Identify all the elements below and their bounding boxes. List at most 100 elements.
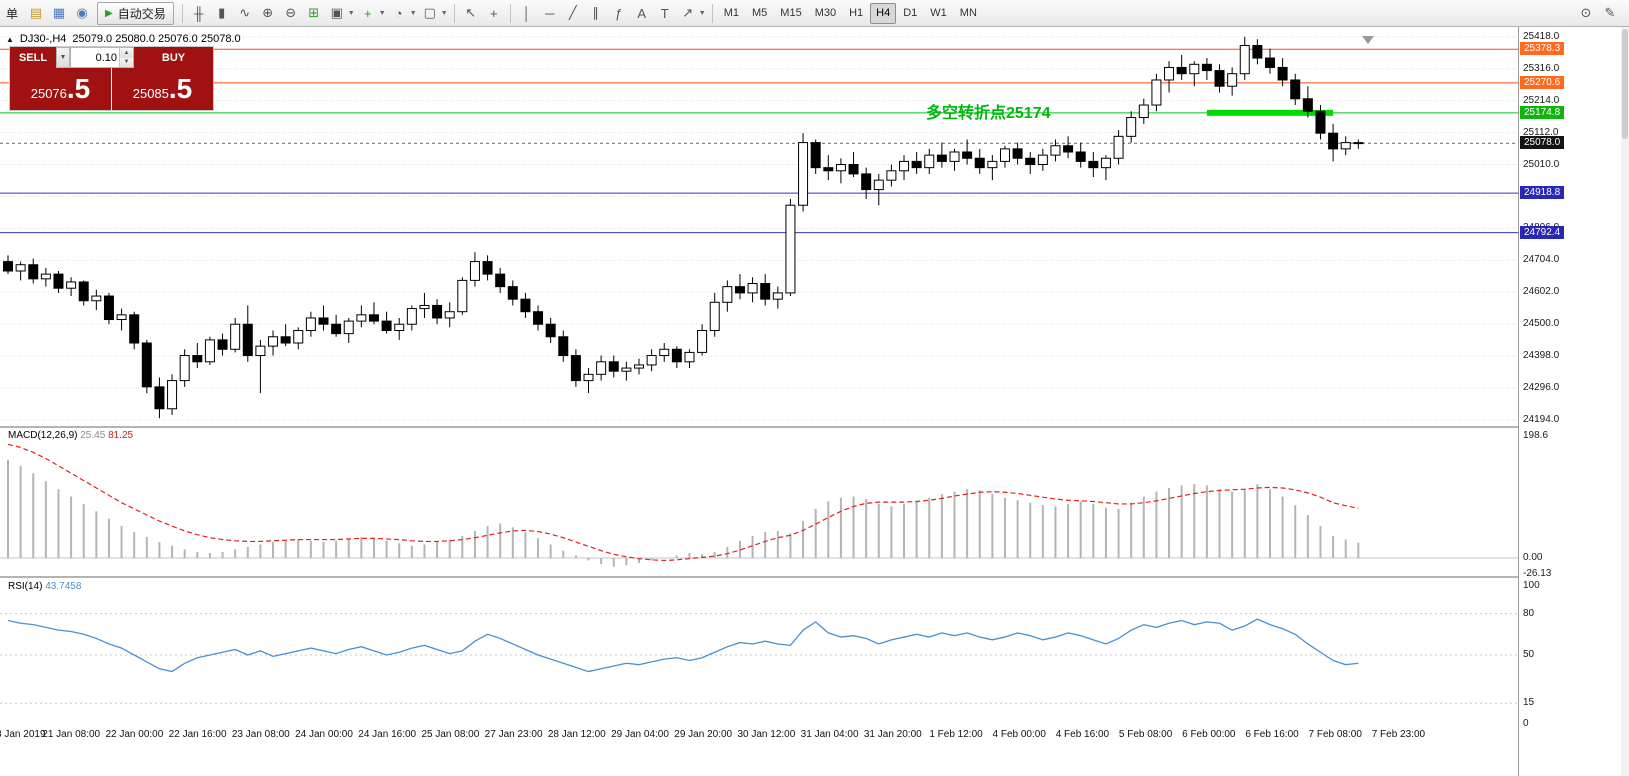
time-axis-label: 25 Jan 08:00 [421, 729, 480, 740]
cursor-icon[interactable]: ↖ [465, 5, 477, 20]
search-icon[interactable]: ⊙ [1580, 5, 1592, 20]
time-axis-label: 6 Feb 00:00 [1182, 729, 1236, 740]
vertical-scrollbar[interactable] [1621, 27, 1629, 776]
timeframe-button-h1[interactable]: H1 [849, 7, 864, 19]
profiles-icon[interactable]: ◉ [76, 5, 88, 20]
sell-button[interactable]: SELL [10, 47, 56, 68]
timeframe-button-d1[interactable]: D1 [903, 7, 918, 19]
timeframe-button-m30[interactable]: M30 [814, 7, 837, 19]
buy-button[interactable]: BUY [134, 47, 213, 68]
chart-text-annotation[interactable]: 多空转折点25174 [926, 105, 1051, 122]
price-badge: 24792.4 [1520, 225, 1565, 239]
axis-price-label: 198.6 [1523, 430, 1549, 441]
trendline-icon[interactable]: ╱ [568, 5, 577, 20]
timeframe-button-m1[interactable]: M1 [723, 7, 740, 19]
candlestick-type-icon[interactable]: ▮ [218, 5, 226, 20]
axis-price-label: 15 [1523, 697, 1535, 709]
new-chart-icon[interactable]: ✎ [1604, 5, 1616, 20]
new-order-icon[interactable]: ▤ [29, 5, 43, 20]
price-badge: 25174.8 [1520, 105, 1565, 119]
chart-title-bar: ▲ DJ30-,H4 25079.0 25080.0 25076.0 25078… [6, 33, 241, 45]
order-type-dropdown[interactable]: ▼ [56, 47, 70, 68]
lot-increase-button[interactable]: ▲ [120, 48, 133, 58]
macd-indicator-panel[interactable] [0, 428, 1518, 576]
macd-signal-line [7, 443, 1359, 562]
timeframe-button-mn[interactable]: MN [959, 7, 977, 19]
one-click-collapse-icon[interactable]: ▲ [6, 34, 14, 44]
tile-windows-icon[interactable]: ⊞ [308, 5, 320, 20]
template-icon[interactable]: ▢ [423, 5, 436, 20]
arrange-windows-icon-dropdown[interactable]: ▼ [347, 9, 355, 17]
time-axis-label: 18 Jan 2019 [0, 729, 46, 740]
horizontal-line-icon[interactable]: ─ [545, 5, 555, 21]
scrollbar-thumb[interactable] [1622, 29, 1628, 139]
time-axis-label: 30 Jan 12:00 [737, 729, 796, 740]
time-axis-label: 24 Jan 00:00 [295, 729, 353, 740]
period-icon-dropdown[interactable]: ▼ [409, 9, 417, 17]
chart-ohlc-values: 25079.0 25080.0 25076.0 25078.0 [72, 33, 241, 45]
autotrading-label: 自动交易 [117, 6, 166, 21]
chart-symbol-period: DJ30-,H4 [19, 33, 67, 45]
add-indicator-icon[interactable]: + [363, 5, 372, 21]
fibonacci-icon[interactable]: ƒ [615, 5, 623, 21]
lot-size-input[interactable] [71, 48, 119, 67]
time-axis-label: 21 Jan 08:00 [42, 729, 101, 740]
menu-item-fragment[interactable]: 单 [6, 6, 19, 21]
axis-price-label: -26.13 [1523, 568, 1552, 580]
rsi-label: RSI(14) 43.7458 [8, 581, 82, 592]
toolbar-separator [711, 3, 713, 23]
axis-price-label: 50 [1523, 649, 1535, 660]
period-icon[interactable]: ◔ [394, 5, 403, 21]
time-axis-label: 7 Feb 08:00 [1308, 729, 1362, 740]
axis-price-label: 24296.0 [1523, 382, 1560, 394]
sell-price-button[interactable]: 25076.5 [10, 68, 111, 110]
timeframe-button-h4[interactable]: H4 [870, 2, 897, 24]
add-indicator-icon-dropdown[interactable]: ▼ [378, 9, 386, 17]
axis-price-label: 24500.0 [1523, 318, 1560, 330]
toolbar-separator [181, 3, 183, 23]
template-icon-dropdown[interactable]: ▼ [440, 9, 448, 17]
axis-price-label: 24194.0 [1523, 414, 1560, 426]
time-axis-label: 28 Jan 12:00 [547, 729, 606, 740]
one-click-trading-panel: SELL ▼ ▲ ▼ BUY 25076.5 25085.5 [10, 47, 213, 110]
time-axis-label: 31 Jan 04:00 [800, 729, 859, 740]
panel-divider[interactable] [0, 426, 1621, 428]
toolbar-separator [453, 3, 455, 23]
play-icon: ▶ [105, 7, 113, 19]
text-icon[interactable]: A [637, 5, 647, 21]
time-axis-label: 4 Feb 00:00 [992, 729, 1046, 740]
lot-decrease-button[interactable]: ▼ [120, 57, 133, 67]
price-badge: 25378.3 [1520, 42, 1565, 56]
panel-divider[interactable] [0, 576, 1621, 578]
zoom-in-icon[interactable]: ⊕ [262, 5, 274, 20]
buy-price-button[interactable]: 25085.5 [112, 68, 213, 110]
time-axis-label: 29 Jan 04:00 [611, 729, 669, 740]
axis-price-label: 25112.0 [1523, 126, 1559, 138]
chart-windows-icon[interactable]: ▦ [52, 5, 66, 20]
autotrading-button[interactable]: ▶ 自动交易 [97, 1, 174, 25]
line-chart-type-icon[interactable]: ∿ [239, 5, 251, 20]
zoom-out-icon[interactable]: ⊖ [285, 5, 297, 20]
arrows-objects-icon[interactable]: ↗ [682, 5, 694, 20]
arrows-objects-icon-dropdown[interactable]: ▼ [698, 9, 706, 17]
timeframe-button-m15[interactable]: M15 [780, 7, 802, 19]
toolbar-right-group: ⊙ ✎ [1575, 3, 1625, 24]
bar-chart-type-icon[interactable]: ╫ [194, 5, 204, 21]
toolbar-separator [509, 3, 511, 23]
channel-icon[interactable]: ∥ [592, 5, 599, 20]
price-axis[interactable]: 25418.025316.025214.025112.025010.024908… [1518, 27, 1622, 776]
chart-shift-marker-icon[interactable] [1362, 36, 1374, 44]
main-price-chart[interactable] [0, 33, 1518, 426]
chart-window: 25418.025316.025214.025112.025010.024908… [0, 27, 1629, 776]
timeframe-button-w1[interactable]: W1 [930, 7, 947, 19]
rsi-line [7, 618, 1359, 673]
text-label-icon[interactable]: T [660, 5, 669, 21]
candlesticks [3, 36, 1364, 419]
vertical-line-icon[interactable]: │ [522, 5, 531, 21]
crosshair-icon[interactable]: + [489, 5, 498, 21]
rsi-indicator-panel[interactable] [0, 578, 1518, 726]
time-axis-label: 29 Jan 20:00 [674, 729, 733, 740]
arrange-windows-icon[interactable]: ▣ [330, 5, 343, 20]
timeframe-button-m5[interactable]: M5 [752, 7, 768, 19]
